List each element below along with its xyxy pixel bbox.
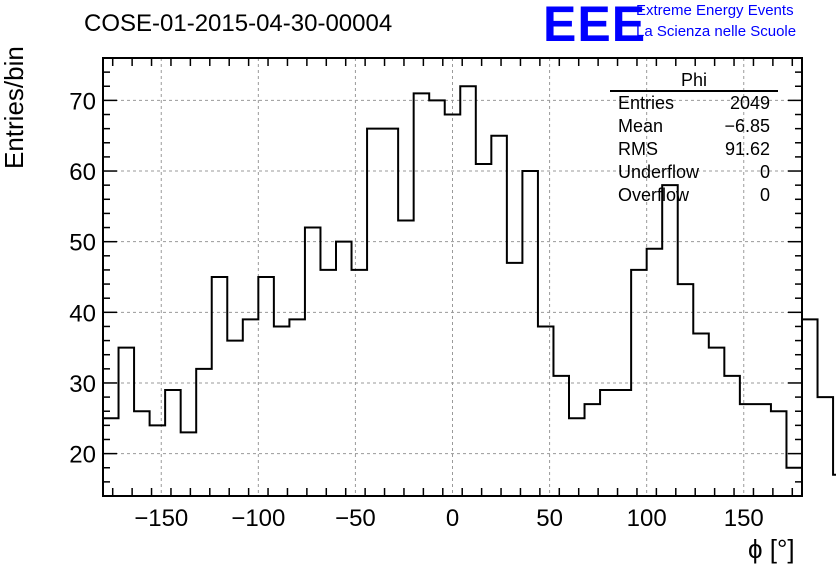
histogram-bin [227, 341, 243, 496]
histogram-bin [678, 284, 694, 496]
x-tick-label: 100 [627, 505, 667, 532]
histogram-bin [119, 348, 135, 496]
histogram-bin [491, 136, 507, 496]
stats-value: 2049 [729, 93, 770, 113]
stats-row-mean: Mean −6.85 [610, 115, 778, 138]
histogram-bin [398, 220, 414, 496]
y-axis-label: Entries/bin [0, 46, 29, 169]
stats-label: Overflow [618, 185, 690, 205]
axis-ticks [103, 58, 802, 496]
x-tick-label: −100 [231, 505, 285, 532]
histogram-bin [367, 129, 383, 496]
histogram-bin [709, 348, 725, 496]
histogram-bin [631, 270, 647, 496]
y-tick-label: 60 [69, 159, 96, 186]
histogram-bin [336, 242, 352, 496]
y-tick-label: 40 [69, 300, 96, 327]
stats-value: 0 [759, 185, 770, 205]
run-title: COSE-01-2015-04-30-00004 [84, 10, 393, 37]
x-tick-label: −50 [335, 505, 376, 532]
x-tick-label: −150 [134, 505, 188, 532]
logo-line-2: La Scienza nelle Scuole [636, 23, 797, 40]
histogram-bin [460, 86, 476, 496]
y-tick-label: 70 [69, 88, 96, 115]
histogram-series [103, 85, 836, 496]
stats-value: −6.85 [724, 116, 770, 136]
histogram-bin [258, 277, 274, 496]
histogram-bin [320, 270, 336, 496]
stats-row-underflow: Underflow 0 [610, 161, 778, 184]
histogram-bin [150, 425, 166, 496]
histogram-bin [538, 326, 554, 496]
logo-line-1: Extreme Energy Events [636, 2, 794, 19]
histogram-bin [647, 249, 663, 496]
stats-row-overflow: Overflow 0 [610, 184, 778, 207]
stats-box: Phi Entries 2049 Mean −6.85 RMS 91.62 Un… [610, 71, 778, 207]
stats-value: 0 [759, 162, 770, 182]
histogram-bin [196, 369, 212, 496]
histogram-bin [165, 390, 181, 496]
x-tick-label: 0 [446, 505, 459, 532]
histogram-bin [429, 100, 445, 496]
stats-row-entries: Entries 2049 [610, 92, 778, 115]
x-axis-label: ϕ [°] [748, 534, 795, 564]
plot-frame [102, 57, 803, 497]
histogram-bin [274, 326, 290, 496]
histogram-bin [553, 376, 569, 496]
histogram-bin [181, 432, 197, 496]
y-tick-label: 20 [69, 442, 96, 469]
stats-title: Phi [610, 71, 778, 92]
histogram-bin [600, 390, 616, 496]
histogram-bin [818, 397, 834, 496]
stats-row-rms: RMS 91.62 [610, 138, 778, 161]
histogram-bin [212, 277, 228, 496]
histogram-bin [352, 270, 368, 496]
histogram-bin [476, 164, 492, 496]
y-tick-label: 50 [69, 230, 96, 257]
histogram-bin [507, 263, 523, 496]
histogram-bin [802, 319, 818, 496]
histogram-bin [289, 319, 305, 496]
histogram-bin [383, 129, 399, 496]
stats-label: RMS [618, 139, 658, 159]
histogram-bin [771, 411, 787, 496]
histogram-bin [755, 404, 771, 496]
histogram-bin [569, 418, 585, 496]
histogram-bin [585, 404, 601, 496]
histogram-outline [103, 85, 836, 476]
histogram-bin [522, 171, 538, 496]
histogram-bin [693, 334, 709, 496]
histogram-bin [103, 418, 119, 496]
histogram-bin [616, 390, 632, 496]
stats-label: Mean [618, 116, 664, 136]
histogram-bin [243, 319, 259, 496]
y-tick-label: 30 [69, 371, 96, 398]
histogram-bin [414, 93, 430, 496]
eee-logo: EEE [543, 0, 647, 52]
histogram-bin [134, 411, 150, 496]
stats-label: Entries [618, 93, 675, 113]
histogram-bin [724, 376, 740, 496]
histogram-bin [662, 185, 678, 496]
x-tick-label: 150 [724, 505, 764, 532]
x-tick-label: 50 [536, 505, 563, 532]
tick-labels: −150 −100 −50 0 50 100 150 20 30 40 50 60 70 [69, 88, 763, 532]
histogram-bin [445, 115, 461, 496]
stats-label: Underflow [618, 162, 700, 182]
histogram-bin [740, 404, 756, 496]
histogram-bin [305, 228, 321, 496]
stats-value: 91.62 [724, 139, 770, 159]
